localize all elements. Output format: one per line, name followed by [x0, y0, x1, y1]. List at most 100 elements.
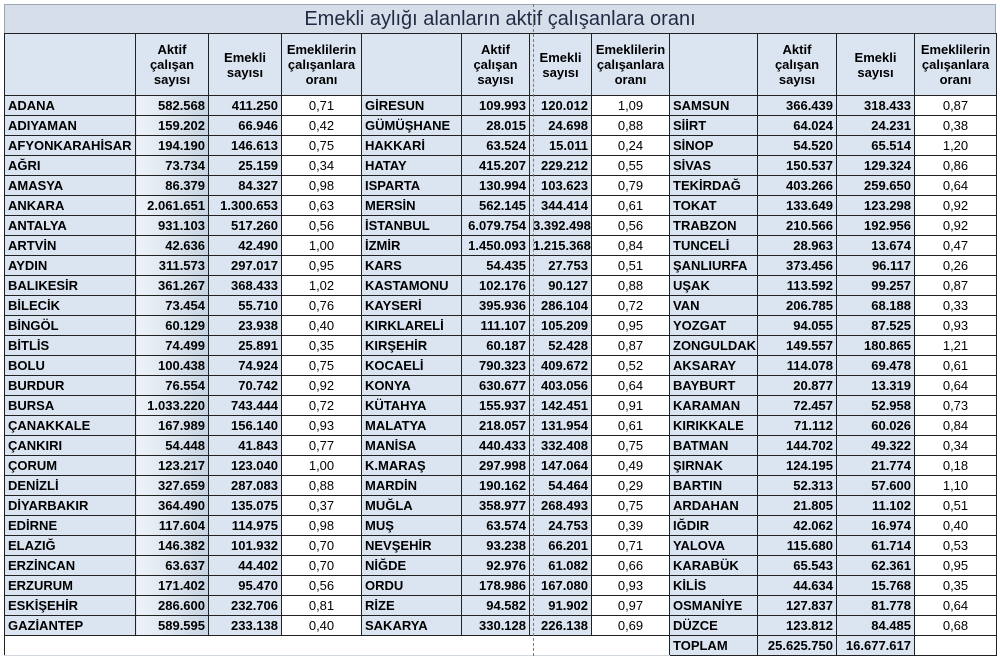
ratio-cell[interactable]: 0,70	[281, 535, 362, 556]
active-count-cell[interactable]: 115.680	[757, 535, 837, 556]
retired-count-cell[interactable]: 16.974	[836, 515, 915, 536]
ratio-cell[interactable]: 0,93	[914, 315, 997, 336]
ratio-cell[interactable]: 0,49	[591, 455, 670, 476]
retired-count-cell[interactable]: 99.257	[836, 275, 915, 296]
active-count-cell[interactable]: 123.812	[757, 615, 837, 636]
province-name-cell[interactable]: KİLİS	[669, 575, 758, 596]
province-name-cell[interactable]: ERZİNCAN	[4, 555, 136, 576]
province-name-cell[interactable]: KIRŞEHİR	[361, 335, 462, 356]
retired-count-cell[interactable]: 90.127	[529, 275, 592, 296]
retired-count-cell[interactable]: 131.954	[529, 415, 592, 436]
ratio-cell[interactable]: 0,34	[914, 435, 997, 456]
ratio-cell[interactable]: 0,71	[281, 95, 362, 116]
active-count-cell[interactable]: 190.162	[461, 475, 530, 496]
ratio-cell[interactable]: 1,10	[914, 475, 997, 496]
active-count-cell[interactable]: 60.129	[135, 315, 209, 336]
retired-count-cell[interactable]: 52.428	[529, 335, 592, 356]
province-name-cell[interactable]: YOZGAT	[669, 315, 758, 336]
active-count-cell[interactable]: 113.592	[757, 275, 837, 296]
retired-count-cell[interactable]: 268.493	[529, 495, 592, 516]
retired-count-cell[interactable]: 1.215.368	[529, 235, 592, 256]
province-name-cell[interactable]: ANTALYA	[4, 215, 136, 236]
province-name-cell[interactable]: AYDIN	[4, 255, 136, 276]
active-count-cell[interactable]: 364.490	[135, 495, 209, 516]
ratio-cell[interactable]: 0,42	[281, 115, 362, 136]
total-retired-cell[interactable]: 16.677.617	[836, 635, 915, 656]
province-name-cell[interactable]: EDİRNE	[4, 515, 136, 536]
retired-count-cell[interactable]: 23.938	[208, 315, 282, 336]
retired-count-cell[interactable]: 41.843	[208, 435, 282, 456]
retired-count-cell[interactable]: 55.710	[208, 295, 282, 316]
retired-count-cell[interactable]: 66.201	[529, 535, 592, 556]
province-name-cell[interactable]: BOLU	[4, 355, 136, 376]
active-count-cell[interactable]: 589.595	[135, 615, 209, 636]
retired-count-cell[interactable]: 743.444	[208, 395, 282, 416]
province-name-cell[interactable]: GİRESUN	[361, 95, 462, 116]
province-name-cell[interactable]: BURDUR	[4, 375, 136, 396]
active-count-cell[interactable]: 150.537	[757, 155, 837, 176]
active-count-cell[interactable]: 42.062	[757, 515, 837, 536]
province-name-cell[interactable]: İZMİR	[361, 235, 462, 256]
active-count-cell[interactable]: 130.994	[461, 175, 530, 196]
ratio-cell[interactable]: 1,02	[281, 275, 362, 296]
active-count-cell[interactable]: 114.078	[757, 355, 837, 376]
retired-count-cell[interactable]: 103.623	[529, 175, 592, 196]
ratio-cell[interactable]: 0,81	[281, 595, 362, 616]
retired-count-cell[interactable]: 13.319	[836, 375, 915, 396]
province-name-cell[interactable]: ESKİŞEHİR	[4, 595, 136, 616]
province-name-cell[interactable]: KOCAELİ	[361, 355, 462, 376]
retired-count-cell[interactable]: 147.064	[529, 455, 592, 476]
active-count-cell[interactable]: 144.702	[757, 435, 837, 456]
province-name-cell[interactable]: ISPARTA	[361, 175, 462, 196]
retired-count-cell[interactable]: 42.490	[208, 235, 282, 256]
active-count-cell[interactable]: 102.176	[461, 275, 530, 296]
province-name-cell[interactable]: YALOVA	[669, 535, 758, 556]
province-name-cell[interactable]: AMASYA	[4, 175, 136, 196]
active-count-cell[interactable]: 395.936	[461, 295, 530, 316]
province-name-cell[interactable]: UŞAK	[669, 275, 758, 296]
province-name-cell[interactable]: OSMANİYE	[669, 595, 758, 616]
ratio-cell[interactable]: 0,92	[914, 195, 997, 216]
ratio-cell[interactable]: 0,92	[914, 215, 997, 236]
ratio-cell[interactable]: 0,64	[914, 175, 997, 196]
ratio-cell[interactable]: 0,18	[914, 455, 997, 476]
ratio-cell[interactable]: 0,76	[281, 295, 362, 316]
ratio-cell[interactable]: 0,61	[914, 355, 997, 376]
retired-count-cell[interactable]: 95.470	[208, 575, 282, 596]
province-name-cell[interactable]: DİYARBAKIR	[4, 495, 136, 516]
province-name-cell[interactable]: GAZİANTEP	[4, 615, 136, 636]
ratio-cell[interactable]: 0,75	[591, 435, 670, 456]
ratio-cell[interactable]: 0,93	[591, 575, 670, 596]
active-count-cell[interactable]: 415.207	[461, 155, 530, 176]
active-count-cell[interactable]: 111.107	[461, 315, 530, 336]
active-count-cell[interactable]: 73.734	[135, 155, 209, 176]
retired-count-cell[interactable]: 517.260	[208, 215, 282, 236]
province-name-cell[interactable]: MUĞLA	[361, 495, 462, 516]
retired-count-cell[interactable]: 167.080	[529, 575, 592, 596]
province-name-cell[interactable]: ARTVİN	[4, 235, 136, 256]
ratio-cell[interactable]: 0,92	[281, 375, 362, 396]
province-name-cell[interactable]: KARABÜK	[669, 555, 758, 576]
ratio-cell[interactable]: 0,77	[281, 435, 362, 456]
province-name-cell[interactable]: SAMSUN	[669, 95, 758, 116]
active-count-cell[interactable]: 630.677	[461, 375, 530, 396]
province-name-cell[interactable]: HAKKARİ	[361, 135, 462, 156]
province-name-cell[interactable]: İSTANBUL	[361, 215, 462, 236]
retired-count-cell[interactable]: 123.298	[836, 195, 915, 216]
ratio-cell[interactable]: 0,95	[914, 555, 997, 576]
province-name-cell[interactable]: ÇANAKKALE	[4, 415, 136, 436]
ratio-cell[interactable]: 0,68	[914, 615, 997, 636]
retired-count-cell[interactable]: 13.674	[836, 235, 915, 256]
retired-count-cell[interactable]: 87.525	[836, 315, 915, 336]
active-count-cell[interactable]: 178.986	[461, 575, 530, 596]
ratio-cell[interactable]: 0,72	[591, 295, 670, 316]
active-count-cell[interactable]: 127.837	[757, 595, 837, 616]
retired-count-cell[interactable]: 15.768	[836, 575, 915, 596]
ratio-cell[interactable]: 0,73	[914, 395, 997, 416]
active-count-cell[interactable]: 76.554	[135, 375, 209, 396]
active-count-cell[interactable]: 65.543	[757, 555, 837, 576]
retired-count-cell[interactable]: 44.402	[208, 555, 282, 576]
retired-count-cell[interactable]: 114.975	[208, 515, 282, 536]
active-count-cell[interactable]: 149.557	[757, 335, 837, 356]
retired-count-cell[interactable]: 49.322	[836, 435, 915, 456]
